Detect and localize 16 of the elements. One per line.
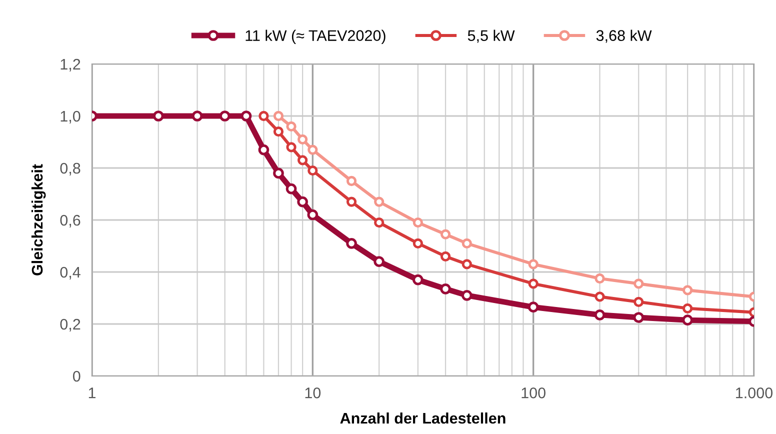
x-axis-title: Anzahl der Ladestellen bbox=[340, 412, 506, 424]
y-tick-label: 1,2 bbox=[60, 58, 80, 72]
y-tick-label: 0,8 bbox=[60, 162, 80, 176]
y-axis-title: Gleichzeitigkeit bbox=[31, 164, 46, 276]
y-tick-label: 0,2 bbox=[60, 318, 80, 332]
x-tick-label: 10 bbox=[305, 388, 321, 398]
x-tick-label: 1 bbox=[88, 388, 96, 398]
legend-label: 3,68 kW bbox=[596, 30, 652, 43]
x-tick-label: 100 bbox=[522, 388, 546, 398]
y-tick-label: 0 bbox=[72, 370, 80, 382]
y-tick-label: 1,0 bbox=[60, 110, 80, 124]
legend-label: 11 kW (≈ TAEV2020) bbox=[246, 30, 386, 44]
y-tick-label: 0,4 bbox=[60, 266, 80, 280]
x-tick-label: 1.000 bbox=[736, 388, 773, 398]
legend-label: 5,5 kW bbox=[468, 30, 515, 43]
y-tick-label: 0,6 bbox=[60, 214, 80, 228]
